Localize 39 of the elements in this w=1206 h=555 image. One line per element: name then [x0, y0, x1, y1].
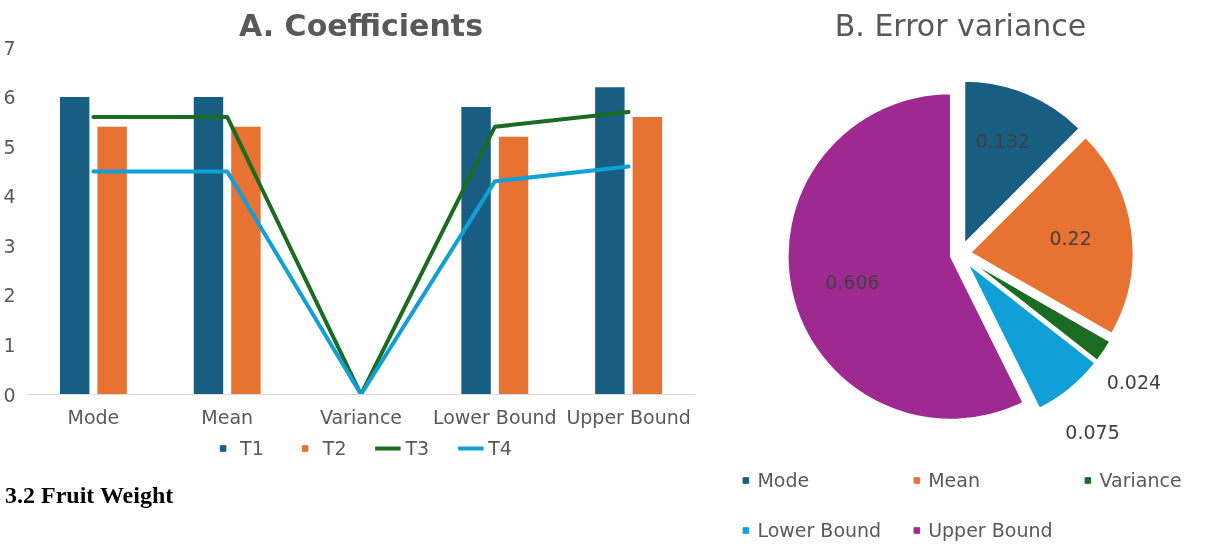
data-label: 0.075	[1065, 421, 1120, 444]
legend-label: Variance	[1099, 469, 1182, 491]
bar	[461, 106, 491, 395]
line-series	[91, 164, 631, 395]
x-tick-label: Mode	[67, 405, 120, 428]
y-tick-label: 7	[3, 36, 16, 59]
legend-label: Upper Bound	[928, 519, 1053, 541]
bar	[97, 126, 127, 395]
legend-label: T2	[322, 437, 347, 459]
legend-label: T3	[405, 437, 430, 459]
x-tick-label: Upper Bound	[566, 405, 691, 428]
y-tick-label: 2	[3, 284, 16, 307]
legend-label: Lower Bound	[757, 519, 882, 541]
y-tick-label: 6	[3, 86, 16, 109]
chart-title: A. Coefficients	[238, 7, 484, 43]
data-label: 0.22	[1049, 226, 1092, 249]
text: 3.2 Fruit Weight	[5, 482, 174, 508]
legend-label: T1	[240, 437, 264, 459]
y-tick-label: 5	[3, 135, 16, 158]
y-tick-label: 4	[3, 185, 16, 208]
x-tick-label: Lower Bound	[432, 405, 557, 428]
bar	[59, 97, 90, 395]
bar	[632, 116, 663, 395]
bar	[231, 126, 261, 395]
bar	[595, 87, 625, 395]
legend-label: Mode	[757, 469, 810, 491]
legend-label: T4	[488, 437, 512, 459]
data-label: 0.024	[1106, 371, 1162, 394]
x-tick-label: Mean	[201, 405, 254, 428]
y-tick-label: 3	[3, 234, 16, 257]
x-tick-label: Variance	[319, 405, 403, 428]
bar	[193, 97, 224, 395]
data-label: 0.606	[825, 270, 880, 293]
legend-label: Mean	[928, 469, 980, 491]
data-label: 0.132	[975, 130, 1031, 153]
bar	[498, 136, 529, 395]
chart-title: B. Error variance	[834, 7, 1087, 43]
y-tick-label: 0	[3, 383, 16, 406]
y-tick-label: 1	[3, 333, 16, 356]
